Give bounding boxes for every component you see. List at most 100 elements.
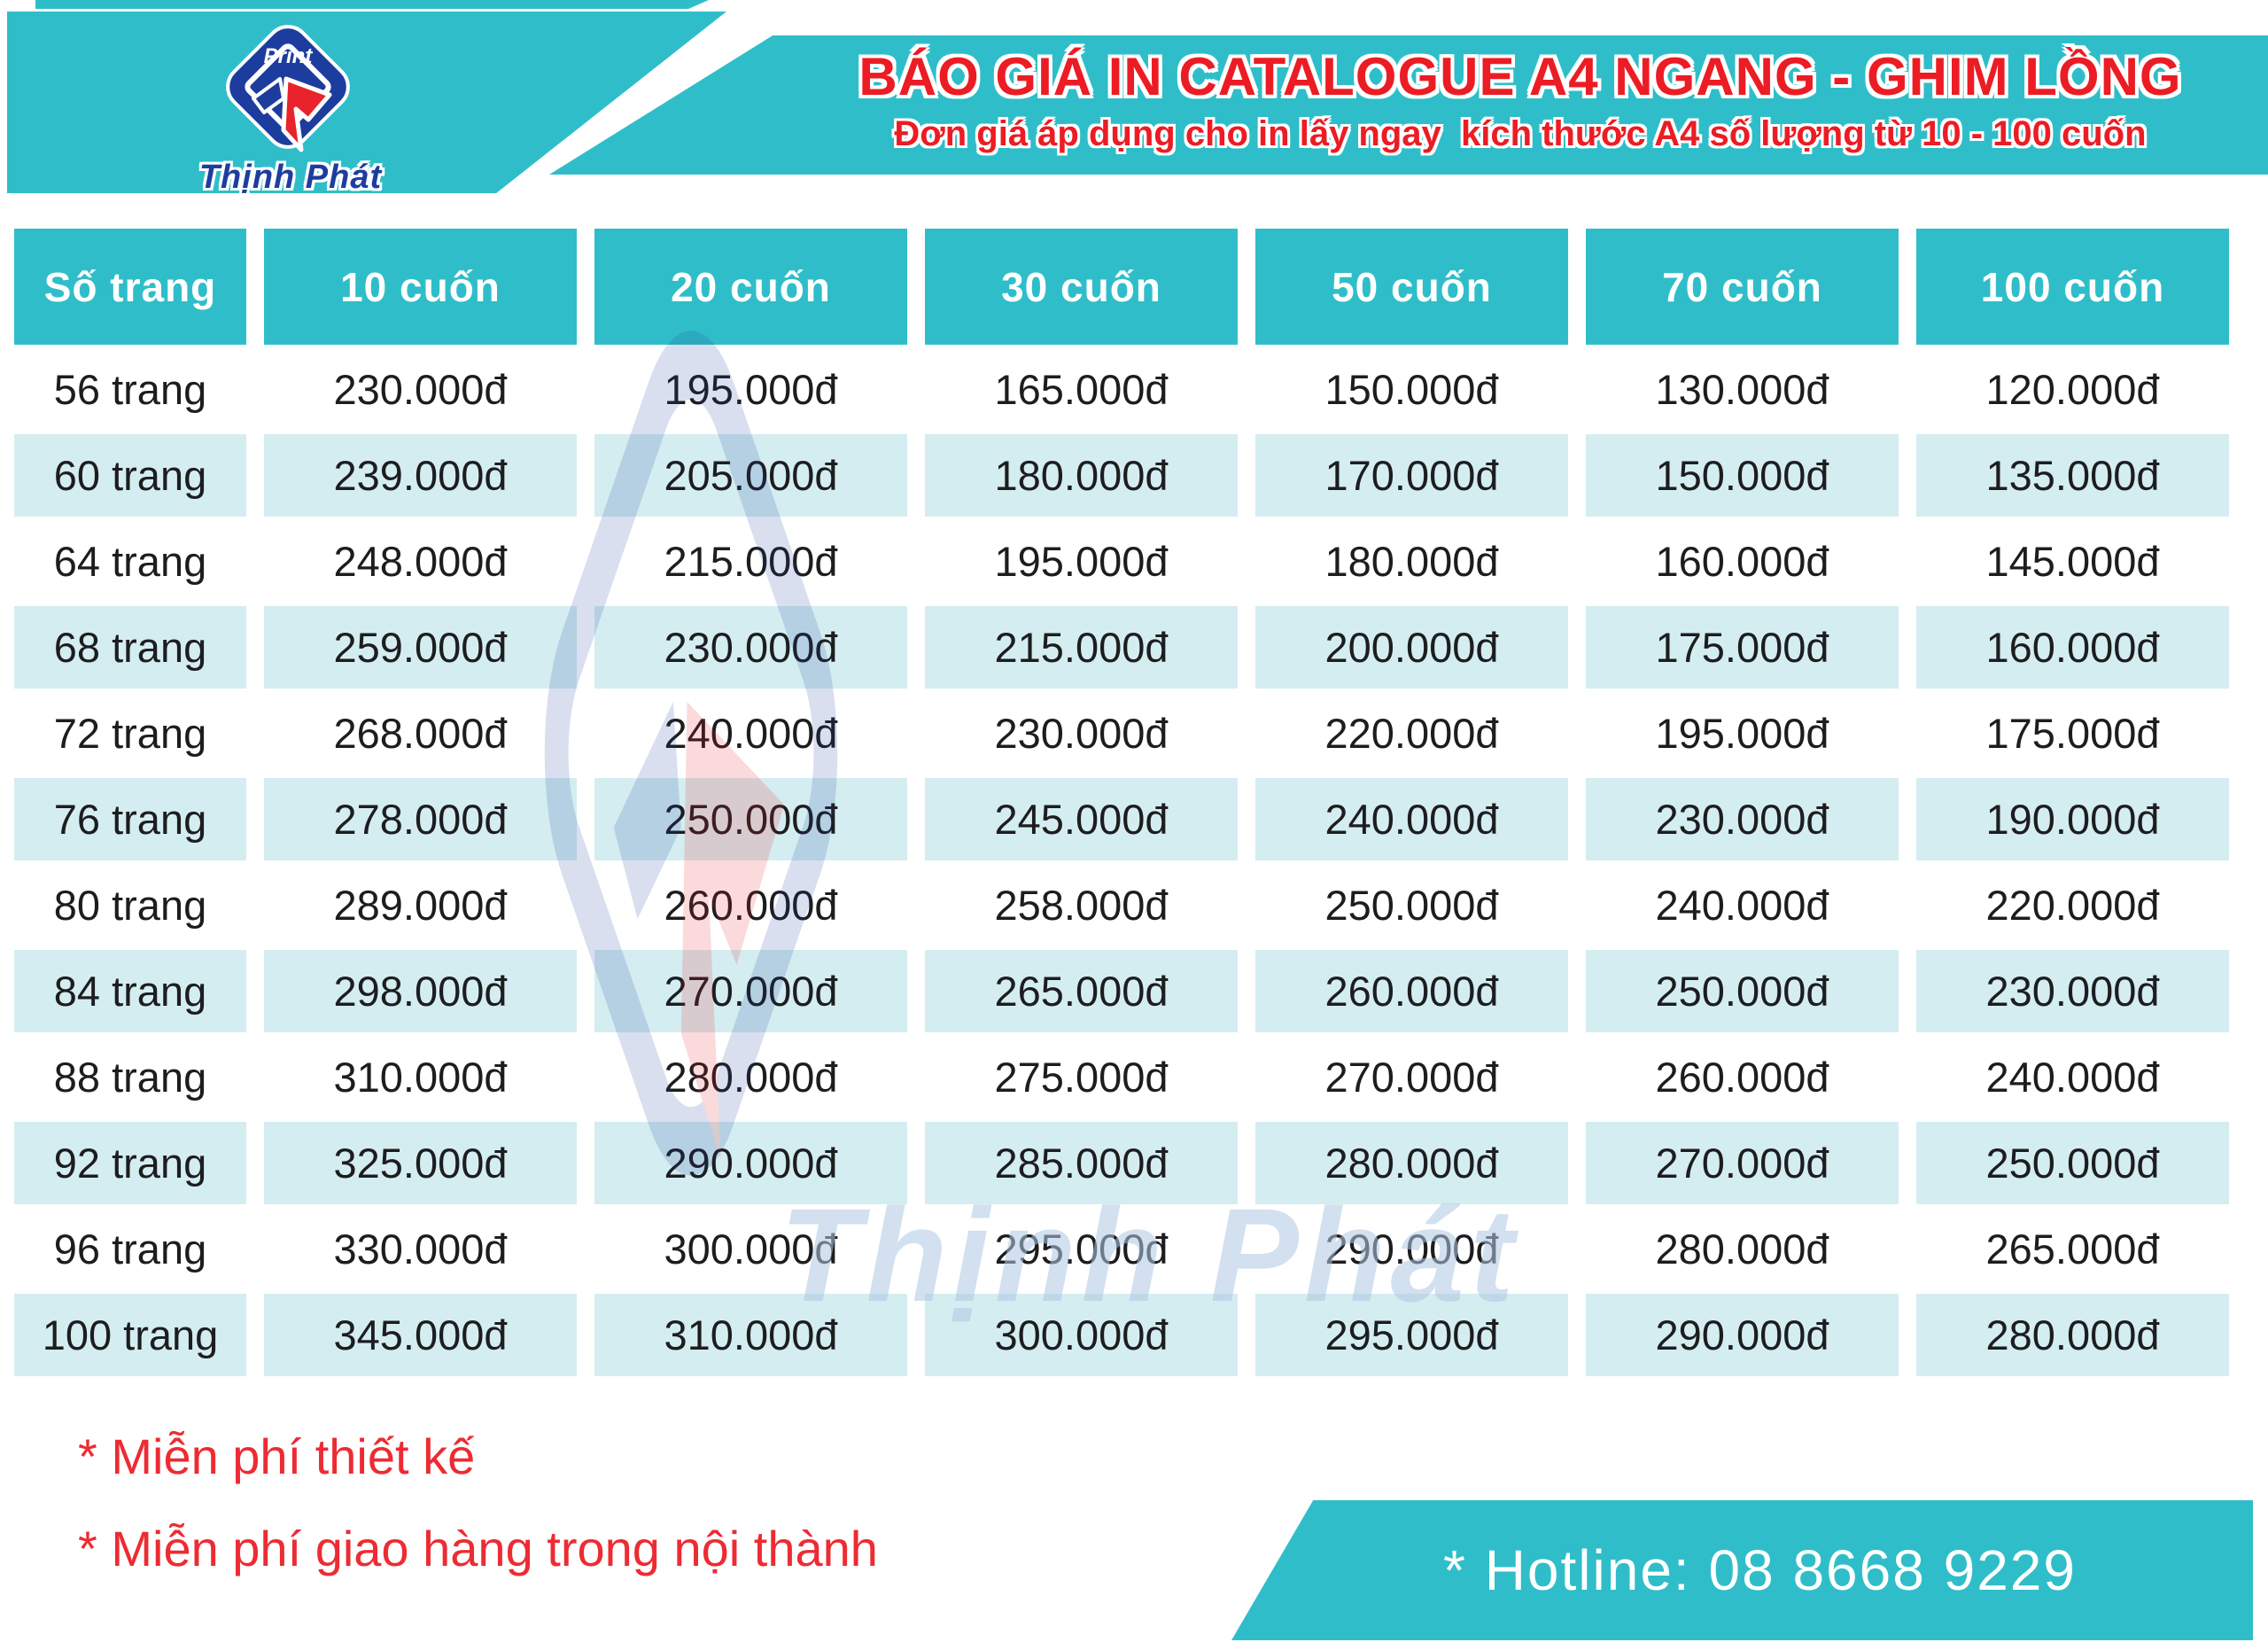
- price-cell: 215.000đ: [925, 606, 1238, 689]
- price-cell: 258.000đ: [925, 864, 1238, 946]
- row-label-pages: 88 trang: [14, 1036, 246, 1118]
- price-cell: 195.000đ: [594, 348, 907, 431]
- price-cell: 280.000đ: [1255, 1122, 1568, 1204]
- price-cell: 160.000đ: [1586, 520, 1899, 603]
- column-header-10-cuon: 10 cuốn: [264, 229, 577, 345]
- price-cell: 259.000đ: [264, 606, 577, 689]
- poster-subtitle: Đơn giá áp dụng cho in lấy ngay kích thư…: [894, 114, 2147, 153]
- row-label-pages: 84 trang: [14, 950, 246, 1032]
- price-cell: 265.000đ: [925, 950, 1238, 1032]
- price-cell: 260.000đ: [1255, 950, 1568, 1032]
- price-cell: 285.000đ: [925, 1122, 1238, 1204]
- hotline-text: * Hotline: 08 8668 9229: [1443, 1538, 2077, 1602]
- column-header-70-cuon: 70 cuốn: [1586, 229, 1899, 345]
- price-cell: 240.000đ: [1916, 1036, 2229, 1118]
- price-cell: 278.000đ: [264, 778, 577, 860]
- price-cell: 200.000đ: [1255, 606, 1568, 689]
- column-header-pages: Số trang: [14, 229, 246, 345]
- price-cell: 220.000đ: [1916, 864, 2229, 946]
- price-table: Số trang 10 cuốn 20 cuốn 30 cuốn 50 cuốn…: [14, 229, 2230, 1380]
- column-header-30-cuon: 30 cuốn: [925, 229, 1238, 345]
- price-cell: 180.000đ: [1255, 520, 1568, 603]
- price-cell: 330.000đ: [264, 1208, 577, 1290]
- footer-notes: * Miễn phí thiết kế * Miễn phí giao hàng…: [78, 1411, 878, 1594]
- price-cell: 230.000đ: [594, 606, 907, 689]
- price-cell: 175.000đ: [1916, 692, 2229, 774]
- row-label-pages: 72 trang: [14, 692, 246, 774]
- table-row: 72 trang 268.000đ 240.000đ 230.000đ 220.…: [14, 692, 2230, 774]
- price-cell: 150.000đ: [1586, 434, 1899, 517]
- price-cell: 270.000đ: [1586, 1122, 1899, 1204]
- price-cell: 135.000đ: [1916, 434, 2229, 517]
- price-cell: 270.000đ: [1255, 1036, 1568, 1118]
- price-cell: 205.000đ: [594, 434, 907, 517]
- column-header-50-cuon: 50 cuốn: [1255, 229, 1568, 345]
- column-header-100-cuon: 100 cuốn: [1916, 229, 2229, 345]
- row-label-pages: 64 trang: [14, 520, 246, 603]
- hotline-banner: * Hotline: 08 8668 9229: [1231, 1500, 2253, 1640]
- price-cell: 230.000đ: [925, 692, 1238, 774]
- price-cell: 280.000đ: [594, 1036, 907, 1118]
- price-cell: 120.000đ: [1916, 348, 2229, 431]
- price-cell: 260.000đ: [1586, 1036, 1899, 1118]
- price-cell: 245.000đ: [925, 778, 1238, 860]
- price-cell: 295.000đ: [925, 1208, 1238, 1290]
- price-cell: 230.000đ: [1586, 778, 1899, 860]
- row-label-pages: 100 trang: [14, 1294, 246, 1376]
- price-cell: 290.000đ: [594, 1122, 907, 1204]
- price-cell: 248.000đ: [264, 520, 577, 603]
- table-row: 60 trang 239.000đ 205.000đ 180.000đ 170.…: [14, 434, 2230, 517]
- price-cell: 145.000đ: [1916, 520, 2229, 603]
- row-label-pages: 96 trang: [14, 1208, 246, 1290]
- column-header-20-cuon: 20 cuốn: [594, 229, 907, 345]
- table-row: 100 trang 345.000đ 310.000đ 300.000đ 295…: [14, 1294, 2230, 1376]
- price-cell: 250.000đ: [1255, 864, 1568, 946]
- price-cell: 160.000đ: [1916, 606, 2229, 689]
- price-cell: 300.000đ: [925, 1294, 1238, 1376]
- price-cell: 195.000đ: [1586, 692, 1899, 774]
- table-row: 84 trang 298.000đ 270.000đ 265.000đ 260.…: [14, 950, 2230, 1032]
- row-label-pages: 56 trang: [14, 348, 246, 431]
- price-cell: 325.000đ: [264, 1122, 577, 1204]
- table-row: 88 trang 310.000đ 280.000đ 275.000đ 270.…: [14, 1036, 2230, 1118]
- logo-print-label: Print: [264, 44, 314, 68]
- price-cell: 310.000đ: [264, 1036, 577, 1118]
- price-table-body: 56 trang 230.000đ 195.000đ 165.000đ 150.…: [14, 348, 2230, 1376]
- header-title-banner: BÁO GIÁ IN CATALOGUE A4 NGANG - GHIM LỒN…: [549, 35, 2268, 175]
- price-cell: 239.000đ: [264, 434, 577, 517]
- row-label-pages: 80 trang: [14, 864, 246, 946]
- table-row: 68 trang 259.000đ 230.000đ 215.000đ 200.…: [14, 606, 2230, 689]
- price-cell: 270.000đ: [594, 950, 907, 1032]
- price-cell: 195.000đ: [925, 520, 1238, 603]
- note-free-design: * Miễn phí thiết kế: [78, 1428, 476, 1484]
- price-cell: 265.000đ: [1916, 1208, 2229, 1290]
- thinh-phat-logo-icon: Print: [226, 25, 350, 152]
- table-row: 96 trang 330.000đ 300.000đ 295.000đ 290.…: [14, 1208, 2230, 1290]
- price-cell: 180.000đ: [925, 434, 1238, 517]
- price-cell: 220.000đ: [1255, 692, 1568, 774]
- price-cell: 280.000đ: [1916, 1294, 2229, 1376]
- table-row: 92 trang 325.000đ 290.000đ 285.000đ 280.…: [14, 1122, 2230, 1204]
- price-cell: 289.000đ: [264, 864, 577, 946]
- price-cell: 345.000đ: [264, 1294, 577, 1376]
- price-cell: 230.000đ: [1916, 950, 2229, 1032]
- price-cell: 260.000đ: [594, 864, 907, 946]
- price-cell: 250.000đ: [1916, 1122, 2229, 1204]
- price-table-header: Số trang 10 cuốn 20 cuốn 30 cuốn 50 cuốn…: [14, 229, 2230, 345]
- price-cell: 250.000đ: [1586, 950, 1899, 1032]
- price-cell: 268.000đ: [264, 692, 577, 774]
- table-row: 76 trang 278.000đ 250.000đ 245.000đ 240.…: [14, 778, 2230, 860]
- price-cell: 165.000đ: [925, 348, 1238, 431]
- row-label-pages: 68 trang: [14, 606, 246, 689]
- price-cell: 298.000đ: [264, 950, 577, 1032]
- price-cell: 240.000đ: [1586, 864, 1899, 946]
- top-accent-strip: [35, 0, 709, 9]
- row-label-pages: 76 trang: [14, 778, 246, 860]
- price-cell: 170.000đ: [1255, 434, 1568, 517]
- price-cell: 240.000đ: [1255, 778, 1568, 860]
- price-cell: 215.000đ: [594, 520, 907, 603]
- price-cell: 290.000đ: [1586, 1294, 1899, 1376]
- price-cell: 290.000đ: [1255, 1208, 1568, 1290]
- price-cell: 190.000đ: [1916, 778, 2229, 860]
- price-cell: 150.000đ: [1255, 348, 1568, 431]
